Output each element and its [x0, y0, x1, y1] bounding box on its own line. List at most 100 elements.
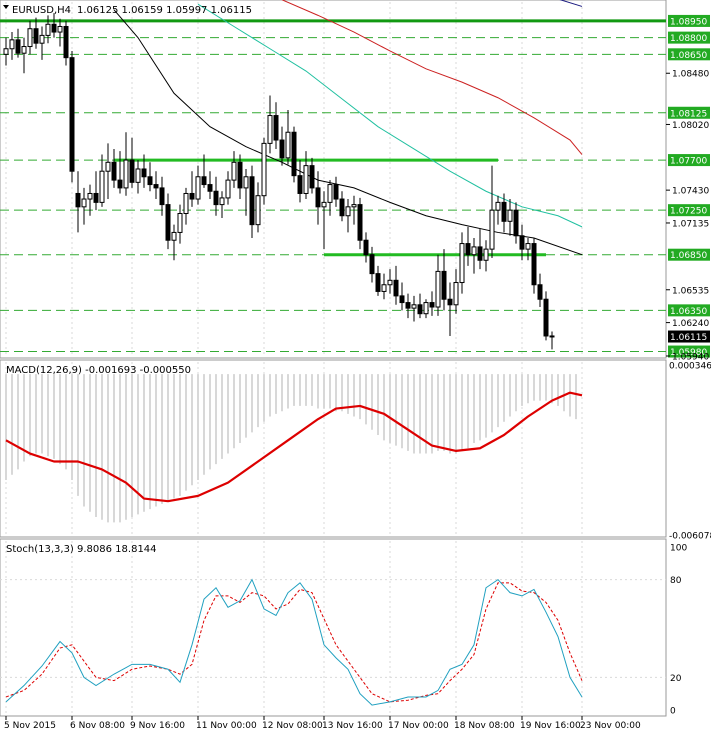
- candle[interactable]: [93, 171, 99, 211]
- candle[interactable]: [273, 102, 279, 149]
- candle[interactable]: [147, 162, 153, 192]
- candle[interactable]: [447, 282, 453, 336]
- candle[interactable]: [105, 143, 111, 200]
- candle[interactable]: [255, 182, 261, 233]
- candle[interactable]: [363, 232, 369, 263]
- candle[interactable]: [423, 299, 429, 319]
- candle[interactable]: [135, 160, 141, 194]
- candle[interactable]: [9, 32, 15, 60]
- candle[interactable]: [357, 197, 363, 250]
- candle[interactable]: [249, 165, 255, 238]
- candle[interactable]: [159, 176, 165, 216]
- candle[interactable]: [333, 176, 339, 207]
- candle[interactable]: [129, 137, 135, 188]
- bull-candle-body: [57, 25, 63, 33]
- candle[interactable]: [501, 193, 507, 233]
- candle[interactable]: [153, 171, 159, 200]
- candle[interactable]: [321, 191, 327, 250]
- candle[interactable]: [15, 28, 21, 58]
- candle[interactable]: [219, 191, 225, 218]
- candle[interactable]: [243, 168, 249, 216]
- candle[interactable]: [237, 154, 243, 200]
- candle[interactable]: [27, 20, 33, 55]
- candle[interactable]: [543, 291, 549, 341]
- candle[interactable]: [279, 126, 285, 166]
- candle[interactable]: [315, 171, 321, 225]
- collapse-triangle-icon[interactable]: [3, 5, 9, 9]
- bull-candle-body: [453, 282, 459, 306]
- bear-candle-body: [291, 131, 297, 177]
- candle[interactable]: [327, 180, 333, 216]
- candle[interactable]: [465, 226, 471, 266]
- candle[interactable]: [75, 171, 81, 233]
- candle[interactable]: [381, 273, 387, 300]
- candle[interactable]: [51, 13, 57, 38]
- candle[interactable]: [399, 282, 405, 311]
- candle[interactable]: [387, 269, 393, 294]
- candle[interactable]: [171, 224, 177, 261]
- candle[interactable]: [549, 331, 555, 350]
- candle[interactable]: [141, 154, 147, 188]
- candle[interactable]: [195, 165, 201, 205]
- candle[interactable]: [519, 224, 525, 261]
- candle[interactable]: [177, 204, 183, 244]
- candle[interactable]: [225, 171, 231, 205]
- candle[interactable]: [411, 295, 417, 322]
- candle[interactable]: [291, 126, 297, 183]
- candle[interactable]: [231, 151, 237, 188]
- candle[interactable]: [117, 151, 123, 194]
- candle[interactable]: [525, 238, 531, 261]
- bear-candle-body: [111, 161, 117, 181]
- candle[interactable]: [285, 109, 291, 165]
- candle[interactable]: [531, 238, 537, 294]
- candle[interactable]: [111, 148, 117, 188]
- candle[interactable]: [297, 160, 303, 203]
- candle[interactable]: [63, 20, 69, 66]
- candle[interactable]: [261, 137, 267, 205]
- candle[interactable]: [87, 184, 93, 216]
- candle[interactable]: [339, 191, 345, 222]
- candle[interactable]: [303, 151, 309, 200]
- candle[interactable]: [33, 17, 39, 49]
- candle[interactable]: [81, 187, 87, 225]
- candle[interactable]: [39, 26, 45, 60]
- candle[interactable]: [369, 246, 375, 283]
- candle[interactable]: [165, 193, 171, 250]
- candles[interactable]: [3, 13, 555, 350]
- candle[interactable]: [309, 157, 315, 194]
- candle[interactable]: [123, 132, 129, 196]
- candle[interactable]: [477, 229, 483, 270]
- candle[interactable]: [537, 273, 543, 308]
- candle[interactable]: [213, 176, 219, 216]
- candle[interactable]: [513, 202, 519, 244]
- candle[interactable]: [45, 15, 51, 44]
- candle[interactable]: [441, 249, 447, 311]
- candle[interactable]: [69, 50, 75, 183]
- candle[interactable]: [207, 171, 213, 200]
- candle[interactable]: [495, 195, 501, 225]
- candle[interactable]: [417, 293, 423, 319]
- candle[interactable]: [435, 254, 441, 316]
- candle[interactable]: [201, 154, 207, 188]
- candle[interactable]: [99, 154, 105, 207]
- candle[interactable]: [57, 18, 63, 47]
- candle[interactable]: [471, 238, 477, 274]
- candle[interactable]: [429, 291, 435, 316]
- candle[interactable]: [375, 265, 381, 296]
- candle[interactable]: [489, 165, 495, 259]
- candle[interactable]: [183, 187, 189, 225]
- candle[interactable]: [351, 195, 357, 225]
- candle[interactable]: [267, 95, 273, 154]
- candle[interactable]: [483, 240, 489, 272]
- candle[interactable]: [189, 171, 195, 207]
- candle[interactable]: [21, 37, 27, 74]
- candle[interactable]: [453, 269, 459, 314]
- candle[interactable]: [459, 232, 465, 294]
- candle[interactable]: [393, 265, 399, 305]
- candle[interactable]: [405, 293, 411, 319]
- price-label: 1.07700: [670, 157, 707, 167]
- candle[interactable]: [3, 37, 9, 66]
- candle[interactable]: [345, 199, 351, 233]
- candle[interactable]: [507, 199, 513, 236]
